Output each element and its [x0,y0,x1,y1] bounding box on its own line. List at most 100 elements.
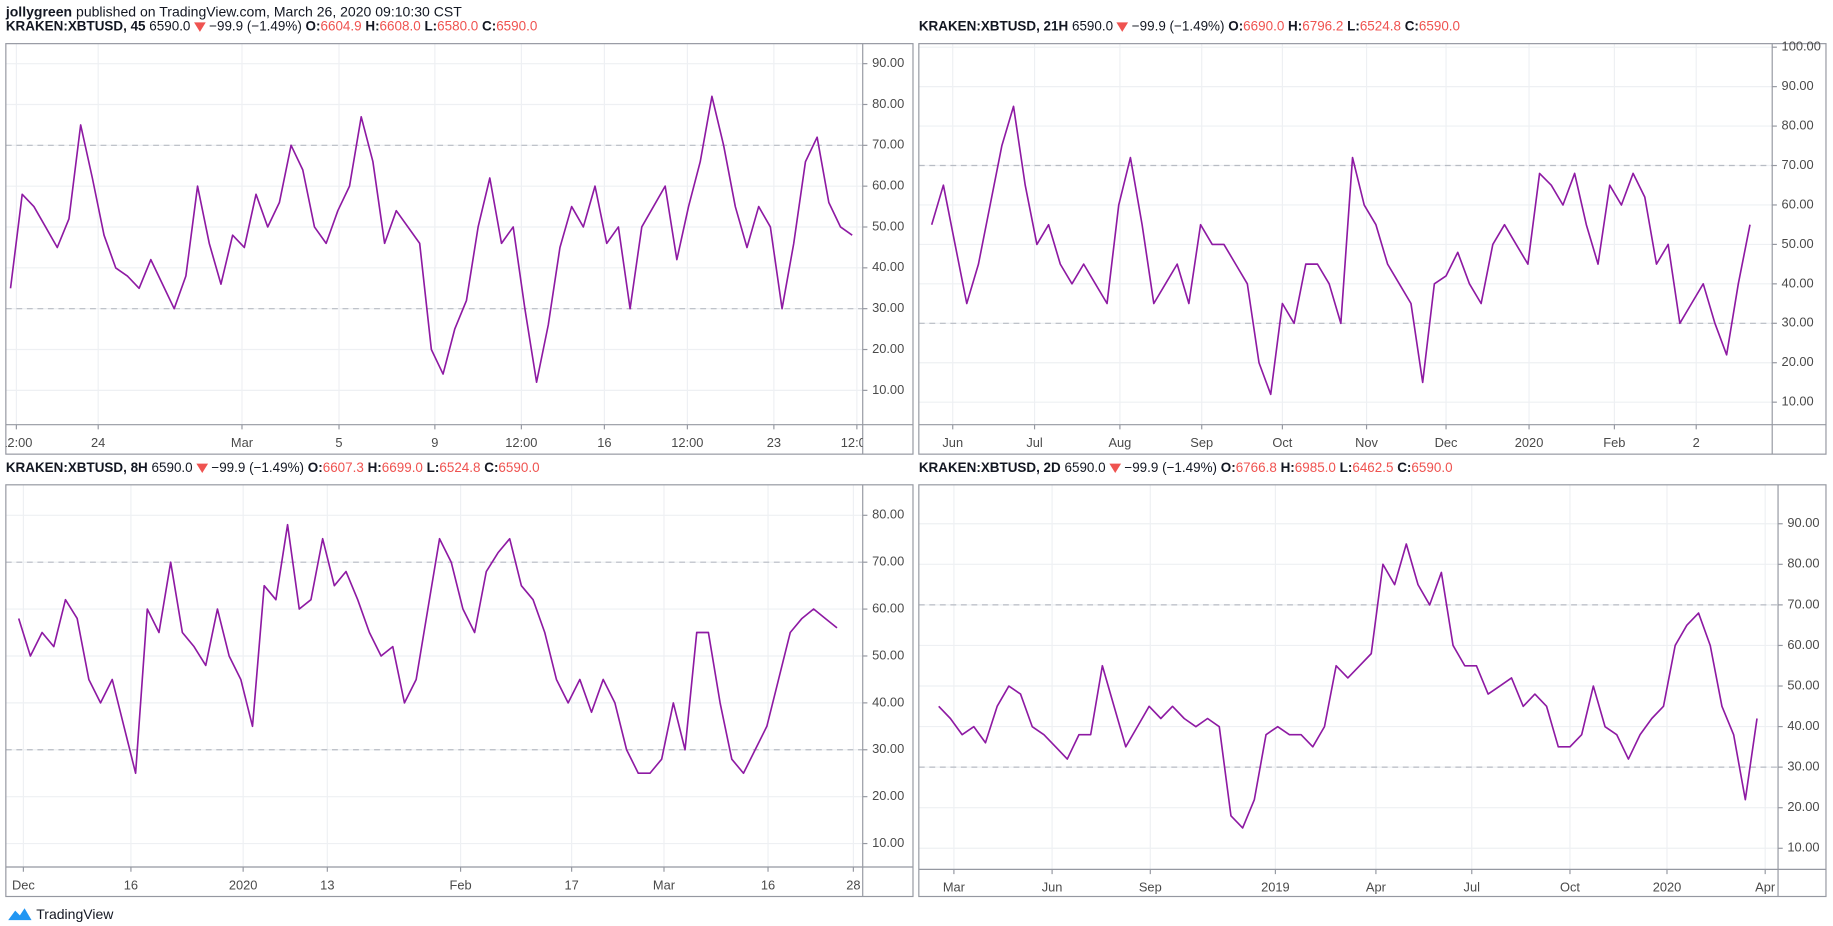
y-tick-label: 70.00 [872,554,904,569]
legend: KRAKEN:XBTUSD, 2D 6590.0 −99.9 (−1.49%) O… [919,461,1453,475]
x-tick-label: 28 [846,877,860,892]
x-tick-label: 16 [124,877,138,892]
y-tick-label: 10.00 [872,835,904,850]
footer: TradingView [7,905,114,923]
y-tick-label: 80.00 [1787,556,1819,571]
y-tick-label: 100.00 [1782,39,1821,54]
down-arrow [1116,22,1129,32]
x-tick-label: 2020 [1515,435,1544,450]
legend: KRAKEN:XBTUSD, 8H 6590.0 −99.9 (−1.49%) O… [6,461,540,475]
x-tick-label: 12:00 [841,435,873,450]
x-tick-label: Mar [943,880,966,895]
symbol: KRAKEN:XBTUSD, 45 [5,20,146,35]
ohlc-value: 6766.8 [1235,461,1277,476]
symbol: KRAKEN:XBTUSD, 2D [918,461,1061,476]
y-tick-label: 60.00 [872,600,904,615]
rsi-line [9,95,853,384]
y-tick-label: 40.00 [872,694,904,709]
down-arrow [196,463,208,474]
y-tick-label: 70.00 [1782,157,1814,172]
change: −99.9 (−1.49%) [209,20,302,35]
ohlc-value: 6590.0 [498,461,540,476]
x-tick-label: 17 [564,877,578,892]
rsi-line [930,105,1751,396]
y-tick-label: 60.00 [1787,637,1819,652]
series [17,523,838,775]
y-tick-label: 40.00 [1787,718,1819,733]
x-tick-label: Feb [1603,435,1625,450]
y-tick-label: 90.00 [872,55,904,70]
y-tick-label: 20.00 [1787,799,1819,814]
y-tick-label: 70.00 [872,137,904,152]
ohlc-key: C: [482,20,497,35]
ohlc-key: O: [1220,461,1236,476]
change: −99.9 (−1.49%) [1131,20,1225,35]
x-tick-label: Feb [450,877,472,892]
ohlc-value: 6796.2 [1302,20,1344,35]
series [938,543,1758,829]
series [9,95,853,384]
x-tick-label: Jul [1026,435,1042,450]
logo [8,908,32,921]
x-tick-label: 5 [335,435,342,450]
y-tick-label: 70.00 [1787,596,1819,611]
y-tick-label: 50.00 [1782,236,1814,251]
y-tick-label: 30.00 [872,741,904,756]
ohlc-key: L: [424,20,438,35]
ohlc-value: 6580.0 [437,20,479,35]
ohlc-value: 6608.0 [379,20,421,35]
x-axis: 12:00 24 Mar 5 9 12:00 16 12:00 23 12:00 [0,424,873,450]
x-tick-label: 23 [767,435,781,450]
y-tick-label: 90.00 [1782,78,1814,93]
y-tick-label: 50.00 [872,218,904,233]
y-tick-label: 10.00 [1787,840,1819,855]
down-arrow [1109,463,1121,474]
ohlc-value: 6590.0 [1418,20,1461,35]
ohlc-key: C: [1404,20,1419,35]
ohlc-key: C: [484,461,499,476]
x-tick-label: Dec [12,877,35,892]
x-tick-label: Nov [1355,435,1378,450]
ohlc-value: 6699.0 [381,461,423,476]
x-tick-label: Aug [1108,435,1131,450]
series [930,105,1751,396]
y-tick-label: 80.00 [872,96,904,111]
ohlc-key: O: [307,461,323,476]
ohlc-key: H: [1280,461,1295,476]
grid [5,43,863,425]
x-tick-label: 13 [320,877,334,892]
ohlc-key: L: [1347,20,1360,35]
x-tick-label: Mar [231,435,254,450]
brand: TradingView [36,905,114,923]
y-tick-label: 20.00 [872,788,904,803]
x-tick-label: 2 [1693,435,1700,450]
down-arrow [193,22,206,32]
x-tick-label: 12:00 [0,435,32,450]
rsi-line [17,523,838,775]
x-tick-label: Mar [653,877,676,892]
x-tick-label: Jun [1042,880,1063,895]
last-price: 6590.0 [1064,461,1106,476]
x-tick-label: Sep [1139,880,1162,895]
publish-line: jollygreen published on TradingView.com,… [6,4,462,21]
ohlc-value: 6604.9 [320,20,362,35]
ohlc-key: L: [426,461,440,476]
x-tick-label: 2019 [1261,880,1290,895]
x-axis: Jun Jul Aug Sep Oct Nov Dec 2020 Feb 2 [942,424,1700,450]
x-tick-label: Jun [942,435,963,450]
x-tick-label: Dec [1435,435,1458,450]
y-tick-label: 20.00 [872,341,904,356]
y-tick-label: 50.00 [1787,677,1819,692]
publish-info: published on TradingView.com, March 26, … [76,3,462,21]
change: −99.9 (−1.49%) [1124,461,1218,476]
x-tick-label: 9 [431,435,438,450]
x-tick-label: Jul [1464,880,1480,895]
y-tick-label: 20.00 [1782,354,1814,369]
x-tick-label: 2020 [1653,880,1682,895]
x-tick-label: Sep [1190,435,1213,450]
ohlc-value: 6607.3 [322,461,364,476]
author: jollygreen [5,3,73,21]
ohlc-value: 6690.0 [1243,20,1285,35]
